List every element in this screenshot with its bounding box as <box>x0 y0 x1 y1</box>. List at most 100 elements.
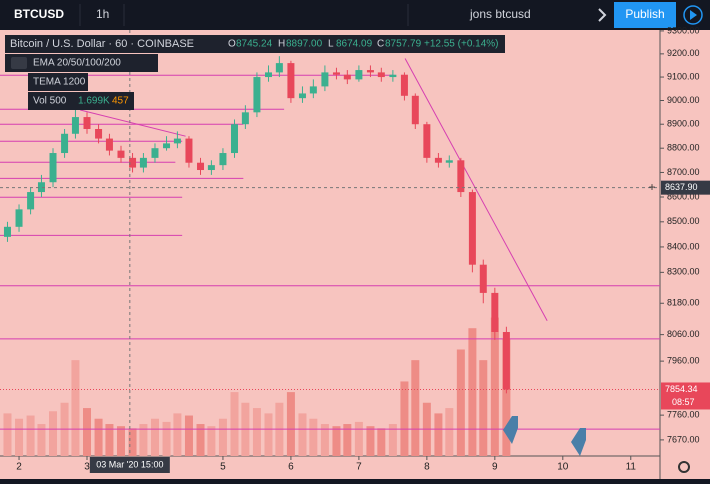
countdown: 08:57 <box>672 397 695 407</box>
volume-bar <box>400 381 409 456</box>
volume-bar <box>3 413 12 456</box>
publish-label[interactable]: Publish <box>625 7 664 21</box>
last-price-label: 7854.34 <box>665 384 698 394</box>
x-tick-label: 5 <box>220 462 226 473</box>
indicator-icon <box>11 57 27 69</box>
symbol[interactable]: BTCUSD <box>14 7 64 21</box>
candle-body <box>321 72 329 87</box>
volume-bar <box>366 426 375 456</box>
ohlc-key: L <box>328 39 334 50</box>
x-tick-label: 10 <box>557 462 569 473</box>
volume-bar <box>15 418 24 456</box>
candle-body <box>434 157 442 163</box>
candle-body <box>71 117 79 134</box>
y-tick-label: 7760.00 <box>667 410 700 420</box>
arrow <box>503 416 518 444</box>
plot <box>0 56 660 456</box>
settings-icon[interactable] <box>678 461 690 473</box>
volume-bar <box>196 424 205 456</box>
candle-body <box>502 331 510 390</box>
candle-body <box>241 112 249 125</box>
volume-bar <box>264 413 273 456</box>
interval[interactable]: 1h <box>96 7 109 21</box>
x-tick-label: 7 <box>356 462 362 473</box>
indicator-vol: Vol 500 <box>33 96 67 107</box>
legend-bg <box>28 73 88 91</box>
candle-body <box>15 209 23 227</box>
candle-body <box>3 226 11 237</box>
chevron[interactable] <box>598 8 607 22</box>
volume-bar <box>128 428 137 456</box>
volume-bar <box>502 338 511 456</box>
volume-bar <box>377 428 386 456</box>
trend-line <box>80 109 186 137</box>
candle-body <box>457 160 465 193</box>
candle-body <box>275 63 283 73</box>
play-icon[interactable] <box>683 5 703 25</box>
volume-bar <box>309 418 318 456</box>
candle-body <box>479 264 487 293</box>
x-tick-label: 11 <box>626 462 637 473</box>
y-tick-label: 9300.00 <box>667 25 700 35</box>
ohlc-value: 8757.79 <box>385 39 422 50</box>
ohlc-value: 8745.24 <box>236 39 273 50</box>
legend-title: Bitcoin / U.S. Dollar · 60 · COINBASE <box>10 38 194 50</box>
x-tick-label: 9 <box>492 462 498 473</box>
x-tick-label: 8 <box>424 462 430 473</box>
volume-bar <box>71 360 80 456</box>
y-tick-label: 9200.00 <box>667 48 700 58</box>
candle-body <box>151 148 159 158</box>
candle-body <box>377 72 385 78</box>
volume-bar <box>252 408 261 456</box>
top-bar <box>0 0 710 30</box>
arrow <box>571 428 586 456</box>
volume-bar <box>468 328 477 456</box>
y-tick-label: 7670.00 <box>667 434 700 444</box>
candle-body <box>129 157 137 168</box>
candle-body <box>49 153 57 183</box>
volume-bar <box>83 408 92 456</box>
candle-body <box>332 72 340 75</box>
candle-body <box>264 72 272 78</box>
last-price-box <box>661 382 710 410</box>
y-tick-label: 8180.00 <box>667 298 700 308</box>
publish-button[interactable] <box>614 2 676 28</box>
y-tick-label: 8700.00 <box>667 167 700 177</box>
volume-bar <box>445 408 454 456</box>
y-tick-label: 8600.00 <box>667 191 700 201</box>
candle-body <box>207 165 215 171</box>
volume-bar <box>218 418 227 456</box>
volume-bar <box>105 424 114 456</box>
ohlc-change: +12.55 (+0.14%) <box>424 39 499 50</box>
y-tick-label: 8800.00 <box>667 143 700 153</box>
ohlc-key: H <box>278 39 285 50</box>
volume-bar <box>411 360 420 456</box>
y-tick-label: 8300.00 <box>667 267 700 277</box>
volume-bar <box>162 421 171 456</box>
y-tick-label: 9100.00 <box>667 71 700 81</box>
volume-bar <box>332 426 341 456</box>
layout-name[interactable]: jons btcusd <box>469 7 531 21</box>
candle-body <box>343 74 351 80</box>
x-tick-label: 3 <box>84 462 90 473</box>
volume-bar <box>456 349 465 456</box>
candle-body <box>163 143 171 149</box>
ohlc-value: 8897.00 <box>286 39 323 50</box>
candle-body <box>37 182 45 193</box>
candle-body <box>27 192 35 210</box>
vol-ma: 457 <box>112 96 129 107</box>
y-tick-label: 8500.00 <box>667 216 700 226</box>
candle-body <box>117 150 125 158</box>
crosshair-y-label: 8637.90 <box>665 182 698 192</box>
volume-bar <box>173 413 182 456</box>
crosshair-y-box <box>661 180 710 195</box>
y-tick-label: 8400.00 <box>667 241 700 251</box>
crosshair-plus: + <box>648 180 655 194</box>
x-tick-label: 2 <box>16 462 22 473</box>
candle-body <box>139 157 147 168</box>
candle-body <box>298 93 306 99</box>
legend-bg <box>5 54 158 72</box>
ohlc-key: O <box>228 39 236 50</box>
y-tick-label: 9000.00 <box>667 95 700 105</box>
